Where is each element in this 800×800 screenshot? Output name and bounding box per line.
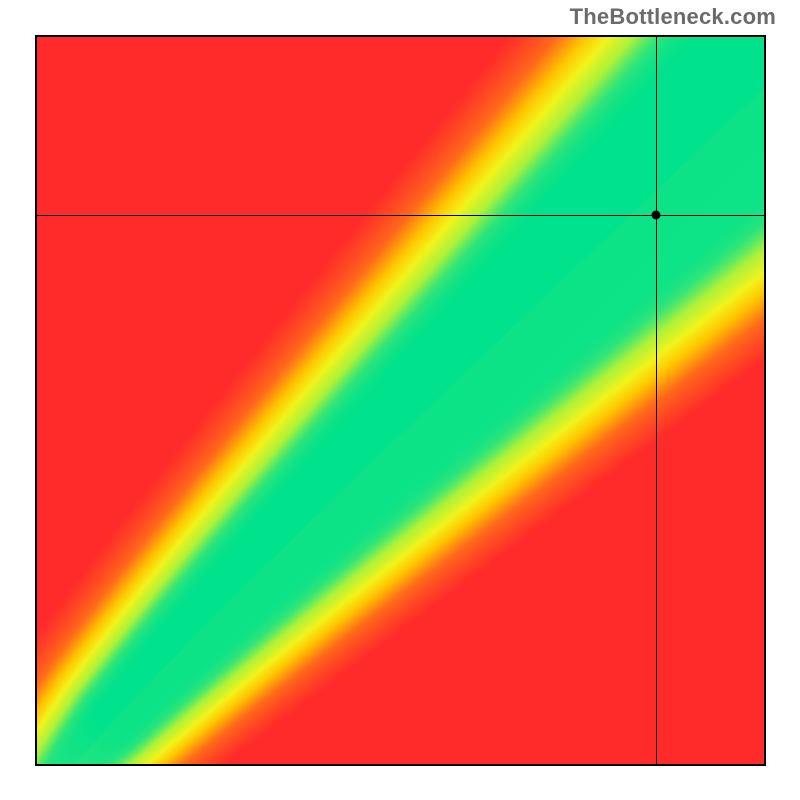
crosshair-marker [652,211,661,220]
watermark-text: TheBottleneck.com [570,4,776,30]
plot-frame [35,35,766,766]
crosshair-vertical [656,37,657,764]
chart-container: TheBottleneck.com [0,0,800,800]
heatmap-canvas [37,37,764,764]
